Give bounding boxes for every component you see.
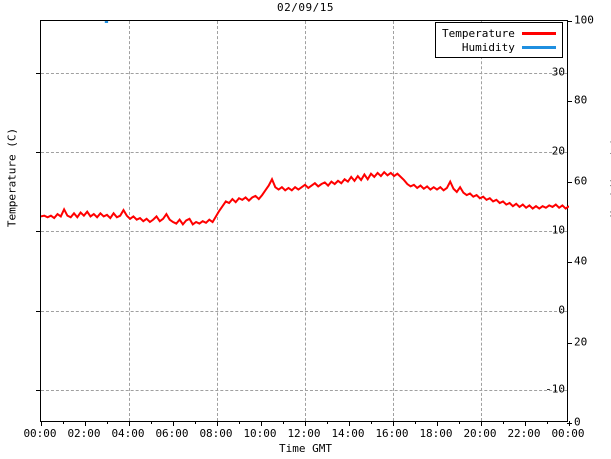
tick-y-left <box>36 310 41 312</box>
tick-x-minor <box>327 421 328 424</box>
y-tick-label-right: 0 <box>574 415 581 429</box>
tick-y-right <box>567 101 572 103</box>
tick-x-major <box>569 421 570 426</box>
tick-x-minor <box>283 421 284 424</box>
x-tick-label: 16:00 <box>375 427 409 440</box>
tick-x-minor <box>547 421 548 424</box>
tick-x-major <box>85 421 86 426</box>
tick-x-major <box>261 421 262 426</box>
x-tick-label: 12:00 <box>287 427 321 440</box>
tick-x-minor <box>503 421 504 424</box>
tick-x-major <box>393 421 394 426</box>
legend-swatch-humidity <box>521 45 556 49</box>
y-tick-label-left: 0 <box>558 303 565 317</box>
tick-x-minor <box>151 421 152 424</box>
y-axis-left-title: Temperature (C) <box>5 127 19 228</box>
tick-x-minor <box>107 421 108 424</box>
series-line-temperature <box>41 170 569 227</box>
tick-y-right <box>567 262 572 264</box>
x-tick-label: 06:00 <box>155 427 189 440</box>
tick-x-major <box>525 421 526 426</box>
x-tick-label: 22:00 <box>507 427 541 440</box>
y-tick-label-right: 100 <box>574 13 594 27</box>
tick-y-right <box>567 181 572 183</box>
tick-x-minor <box>63 421 64 424</box>
legend-label-humidity: Humidity <box>461 40 515 54</box>
x-tick-label: 18:00 <box>419 427 453 440</box>
y-tick-label-left: 20 <box>551 144 565 158</box>
legend-item-humidity: Humidity <box>442 40 556 54</box>
legend-item-temperature: Temperature <box>442 26 556 40</box>
tick-x-major <box>481 421 482 426</box>
chart-title: 02/09/15 <box>277 1 334 14</box>
chart-legend: Temperature Humidity <box>435 22 563 58</box>
y-tick-label-right: 40 <box>574 254 588 268</box>
x-tick-label: 08:00 <box>199 427 233 440</box>
tick-x-minor <box>459 421 460 424</box>
y-tick-label-right: 20 <box>574 335 588 349</box>
tick-x-minor <box>415 421 416 424</box>
series-layer <box>41 21 569 227</box>
legend-swatch-temperature <box>521 31 556 35</box>
x-tick-label: 04:00 <box>111 427 145 440</box>
tick-x-major <box>305 421 306 426</box>
x-axis-title: Time GMT <box>279 442 332 455</box>
tick-x-minor <box>371 421 372 424</box>
tick-x-major <box>217 421 218 426</box>
tick-x-major <box>349 421 350 426</box>
x-tick-label: 10:00 <box>243 427 277 440</box>
tick-x-minor <box>195 421 196 424</box>
y-tick-label-left: 30 <box>551 65 565 79</box>
legend-label-temperature: Temperature <box>442 26 515 40</box>
tick-x-major <box>437 421 438 426</box>
y-tick-label-left: -10 <box>545 382 565 396</box>
y-tick-label-right: 60 <box>574 174 588 188</box>
tick-x-minor <box>239 421 240 424</box>
x-tick-label: 14:00 <box>331 427 365 440</box>
tick-y-left <box>36 73 41 75</box>
y-tick-label-right: 80 <box>574 93 588 107</box>
tick-y-right <box>567 21 572 22</box>
tick-x-major <box>173 421 174 426</box>
x-tick-label: 02:00 <box>67 427 101 440</box>
tick-x-major <box>41 421 42 426</box>
plot-area <box>36 20 572 426</box>
tick-y-right <box>567 342 572 344</box>
x-tick-label: 20:00 <box>463 427 497 440</box>
tick-y-left <box>36 152 41 154</box>
tick-y-left <box>36 389 41 391</box>
x-tick-label: 00:00 <box>551 427 585 440</box>
tick-x-major <box>129 421 130 426</box>
tick-y-left <box>36 231 41 233</box>
y-tick-label-left: 10 <box>551 223 565 237</box>
x-tick-label: 00:00 <box>23 427 57 440</box>
